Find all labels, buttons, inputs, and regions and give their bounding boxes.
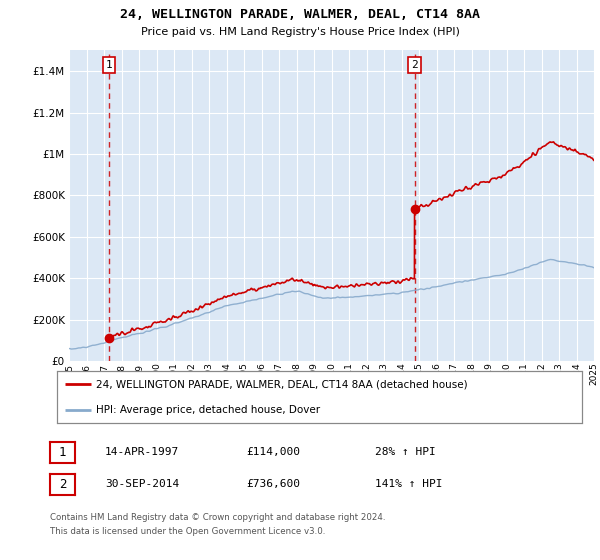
Text: 1: 1 xyxy=(106,60,112,70)
Text: HPI: Average price, detached house, Dover: HPI: Average price, detached house, Dove… xyxy=(97,405,320,415)
Text: 14-APR-1997: 14-APR-1997 xyxy=(105,447,179,458)
Text: Contains HM Land Registry data © Crown copyright and database right 2024.: Contains HM Land Registry data © Crown c… xyxy=(50,513,385,522)
Text: 2: 2 xyxy=(59,478,66,491)
Text: This data is licensed under the Open Government Licence v3.0.: This data is licensed under the Open Gov… xyxy=(50,528,325,536)
Text: 2: 2 xyxy=(411,60,418,70)
Text: 28% ↑ HPI: 28% ↑ HPI xyxy=(375,447,436,458)
Text: 141% ↑ HPI: 141% ↑ HPI xyxy=(375,479,443,489)
Text: Price paid vs. HM Land Registry's House Price Index (HPI): Price paid vs. HM Land Registry's House … xyxy=(140,27,460,37)
Text: 1: 1 xyxy=(59,446,66,459)
Text: £736,600: £736,600 xyxy=(246,479,300,489)
Text: £114,000: £114,000 xyxy=(246,447,300,458)
Text: 24, WELLINGTON PARADE, WALMER, DEAL, CT14 8AA (detached house): 24, WELLINGTON PARADE, WALMER, DEAL, CT1… xyxy=(97,379,468,389)
Text: 24, WELLINGTON PARADE, WALMER, DEAL, CT14 8AA: 24, WELLINGTON PARADE, WALMER, DEAL, CT1… xyxy=(120,8,480,21)
Text: 30-SEP-2014: 30-SEP-2014 xyxy=(105,479,179,489)
